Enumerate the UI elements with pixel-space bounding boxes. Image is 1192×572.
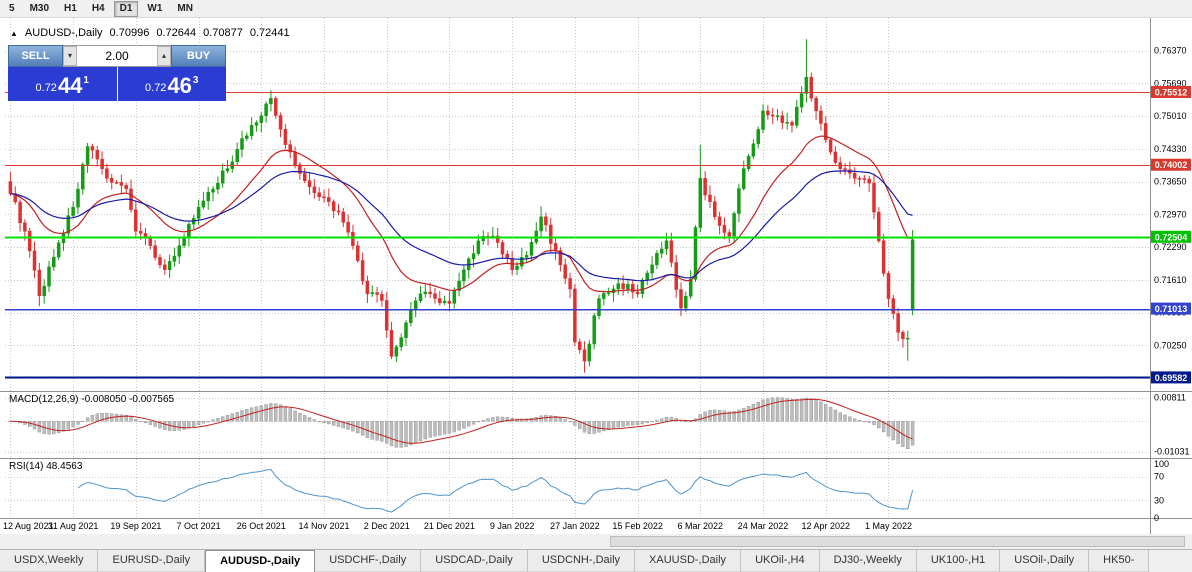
buy-button[interactable]: BUY xyxy=(171,45,226,67)
sell-price-point: 1 xyxy=(83,75,89,86)
svg-text:6 Mar 2022: 6 Mar 2022 xyxy=(678,521,724,531)
svg-text:12 Apr 2022: 12 Apr 2022 xyxy=(801,521,850,531)
timeframe-button-mn[interactable]: MN xyxy=(177,2,193,14)
trade-prices-row: 0.72 44 1 0.72 46 3 xyxy=(8,67,226,101)
timeframe-button-m30[interactable]: M30 xyxy=(29,2,50,14)
svg-text:31 Aug 2021: 31 Aug 2021 xyxy=(48,521,99,531)
svg-text:0.00811: 0.00811 xyxy=(1154,393,1186,403)
one-click-toggle-icon[interactable]: ▲ xyxy=(10,28,18,38)
chart-tab-usdchf-daily[interactable]: USDCHF-,Daily xyxy=(315,550,422,572)
svg-text:0.74330: 0.74330 xyxy=(1154,144,1187,154)
svg-text:100: 100 xyxy=(1154,459,1169,469)
volume-value[interactable]: 2.00 xyxy=(105,49,129,63)
svg-text:9 Jan 2022: 9 Jan 2022 xyxy=(490,521,535,531)
chart-tab-dj30-weekly[interactable]: DJ30-,Weekly xyxy=(819,550,917,572)
svg-text:0.73650: 0.73650 xyxy=(1154,177,1187,187)
sell-button[interactable]: SELL xyxy=(8,45,63,67)
svg-text:14 Nov 2021: 14 Nov 2021 xyxy=(298,521,349,531)
svg-text:0.71013: 0.71013 xyxy=(1155,304,1188,314)
chart-tab-xauusd-daily[interactable]: XAUUSD-,Daily xyxy=(635,550,742,572)
svg-text:-0.01031: -0.01031 xyxy=(1154,447,1190,457)
svg-text:19 Sep 2021: 19 Sep 2021 xyxy=(110,521,161,531)
chart-tab-eurusd-daily[interactable]: EURUSD-,Daily xyxy=(98,550,206,572)
chart-tab-usdcnh-daily[interactable]: USDCNH-,Daily xyxy=(527,550,636,572)
buy-price-point: 3 xyxy=(192,75,199,86)
chart-tab-audusd-daily[interactable]: AUDUSD-,Daily xyxy=(205,550,316,572)
rsi-panel xyxy=(77,468,914,513)
svg-text:7 Oct 2021: 7 Oct 2021 xyxy=(177,521,221,531)
svg-text:0.75010: 0.75010 xyxy=(1154,111,1187,121)
horizontal-scrollbar[interactable] xyxy=(0,534,1192,549)
svg-text:0.70250: 0.70250 xyxy=(1154,340,1187,350)
svg-text:0.71610: 0.71610 xyxy=(1154,275,1187,285)
buy-price-pips: 46 xyxy=(167,73,192,98)
volume-stepper[interactable]: ▾ 2.00 ▴ xyxy=(63,45,171,67)
panel-separators xyxy=(0,18,1192,534)
svg-text:12 Aug 2021: 12 Aug 2021 xyxy=(3,521,54,531)
volume-increase-button[interactable]: ▴ xyxy=(157,46,171,66)
buy-price[interactable]: 0.72 46 3 xyxy=(118,67,227,101)
svg-text:0.75512: 0.75512 xyxy=(1155,88,1188,98)
svg-text:0.72290: 0.72290 xyxy=(1154,242,1187,252)
svg-text:2 Dec 2021: 2 Dec 2021 xyxy=(364,521,410,531)
timeframe-button-h1[interactable]: H1 xyxy=(64,2,77,14)
chart-low-value: 0.70877 xyxy=(203,27,243,39)
chart-close-value: 0.72441 xyxy=(249,27,290,39)
chart-title: ▲ AUDUSD-,Daily 0.70996 0.72644 0.70877 … xyxy=(10,27,290,39)
svg-text:0.72504: 0.72504 xyxy=(1155,232,1188,242)
chart-high-value: 0.72644 xyxy=(156,27,197,39)
svg-text:30: 30 xyxy=(1154,495,1164,505)
price-axis[interactable]: 0.76370 0.75690 0.75010 0.74330 0.73650 0.729… xyxy=(1151,46,1191,523)
chart-tab-uk100-h1[interactable]: UK100-,H1 xyxy=(916,550,1001,572)
chart-tab-bar: USDX,Weekly EURUSD-,Daily AUDUSD-,Daily USD… xyxy=(0,549,1192,572)
buy-price-figure: 0.72 xyxy=(145,82,167,94)
svg-text:26 Oct 2021: 26 Oct 2021 xyxy=(237,521,286,531)
timeframe-button-d1[interactable]: D1 xyxy=(113,0,139,17)
svg-text:0.72970: 0.72970 xyxy=(1154,209,1187,219)
moving-averages-layer xyxy=(10,135,913,293)
svg-text:0.75690: 0.75690 xyxy=(1154,78,1187,88)
svg-text:1 May 2022: 1 May 2022 xyxy=(865,521,912,531)
svg-text:0.76370: 0.76370 xyxy=(1154,46,1187,56)
chart-tab-usdx-weekly[interactable]: USDX,Weekly xyxy=(0,550,99,572)
svg-text:24 Mar 2022: 24 Mar 2022 xyxy=(738,521,789,531)
chart-tab-ukoil-h4[interactable]: UKOil-,H4 xyxy=(741,550,820,572)
grid-layer xyxy=(5,18,1150,518)
chart-open-value: 0.70996 xyxy=(109,27,150,39)
rsi-label: RSI(14) 48.4563 xyxy=(9,461,83,472)
macd-panel xyxy=(8,397,915,449)
svg-text:15 Feb 2022: 15 Feb 2022 xyxy=(612,521,663,531)
scrollbar-thumb[interactable] xyxy=(610,536,1185,547)
macd-label: MACD(12,26,9) -0.008050 -0.007565 xyxy=(9,394,175,405)
svg-text:0.69582: 0.69582 xyxy=(1155,373,1188,383)
volume-decrease-button[interactable]: ▾ xyxy=(63,46,77,66)
sell-price[interactable]: 0.72 44 1 xyxy=(8,67,118,101)
horizontal-lines-layer xyxy=(5,92,1150,379)
svg-text:27 Jan 2022: 27 Jan 2022 xyxy=(550,521,600,531)
svg-text:21 Dec 2021: 21 Dec 2021 xyxy=(424,521,475,531)
timeframe-button-w1[interactable]: W1 xyxy=(147,2,163,14)
timeframe-button-5[interactable]: 5 xyxy=(9,2,15,14)
chart-tab-usoil-daily[interactable]: USOil-,Daily xyxy=(1000,550,1090,572)
chart-symbol-label: AUDUSD-,Daily xyxy=(24,27,103,39)
svg-text:70: 70 xyxy=(1154,472,1164,482)
trade-controls-row: SELL ▾ 2.00 ▴ BUY xyxy=(8,45,226,67)
one-click-trade-panel: SELL ▾ 2.00 ▴ BUY 0.72 44 1 0.72 46 3 xyxy=(8,45,226,101)
sell-price-figure: 0.72 xyxy=(35,82,57,94)
sell-price-pips: 44 xyxy=(57,73,83,98)
chart-tab-hk50[interactable]: HK50- xyxy=(1089,550,1150,572)
timeframe-toolbar: 5 M30 H1 H4 D1 W1 MN xyxy=(0,0,1192,18)
timeframe-button-h4[interactable]: H4 xyxy=(91,2,105,14)
chart-tab-usdcad-daily[interactable]: USDCAD-,Daily xyxy=(421,550,528,572)
svg-text:0: 0 xyxy=(1154,513,1159,523)
svg-text:0.74002: 0.74002 xyxy=(1155,160,1188,170)
